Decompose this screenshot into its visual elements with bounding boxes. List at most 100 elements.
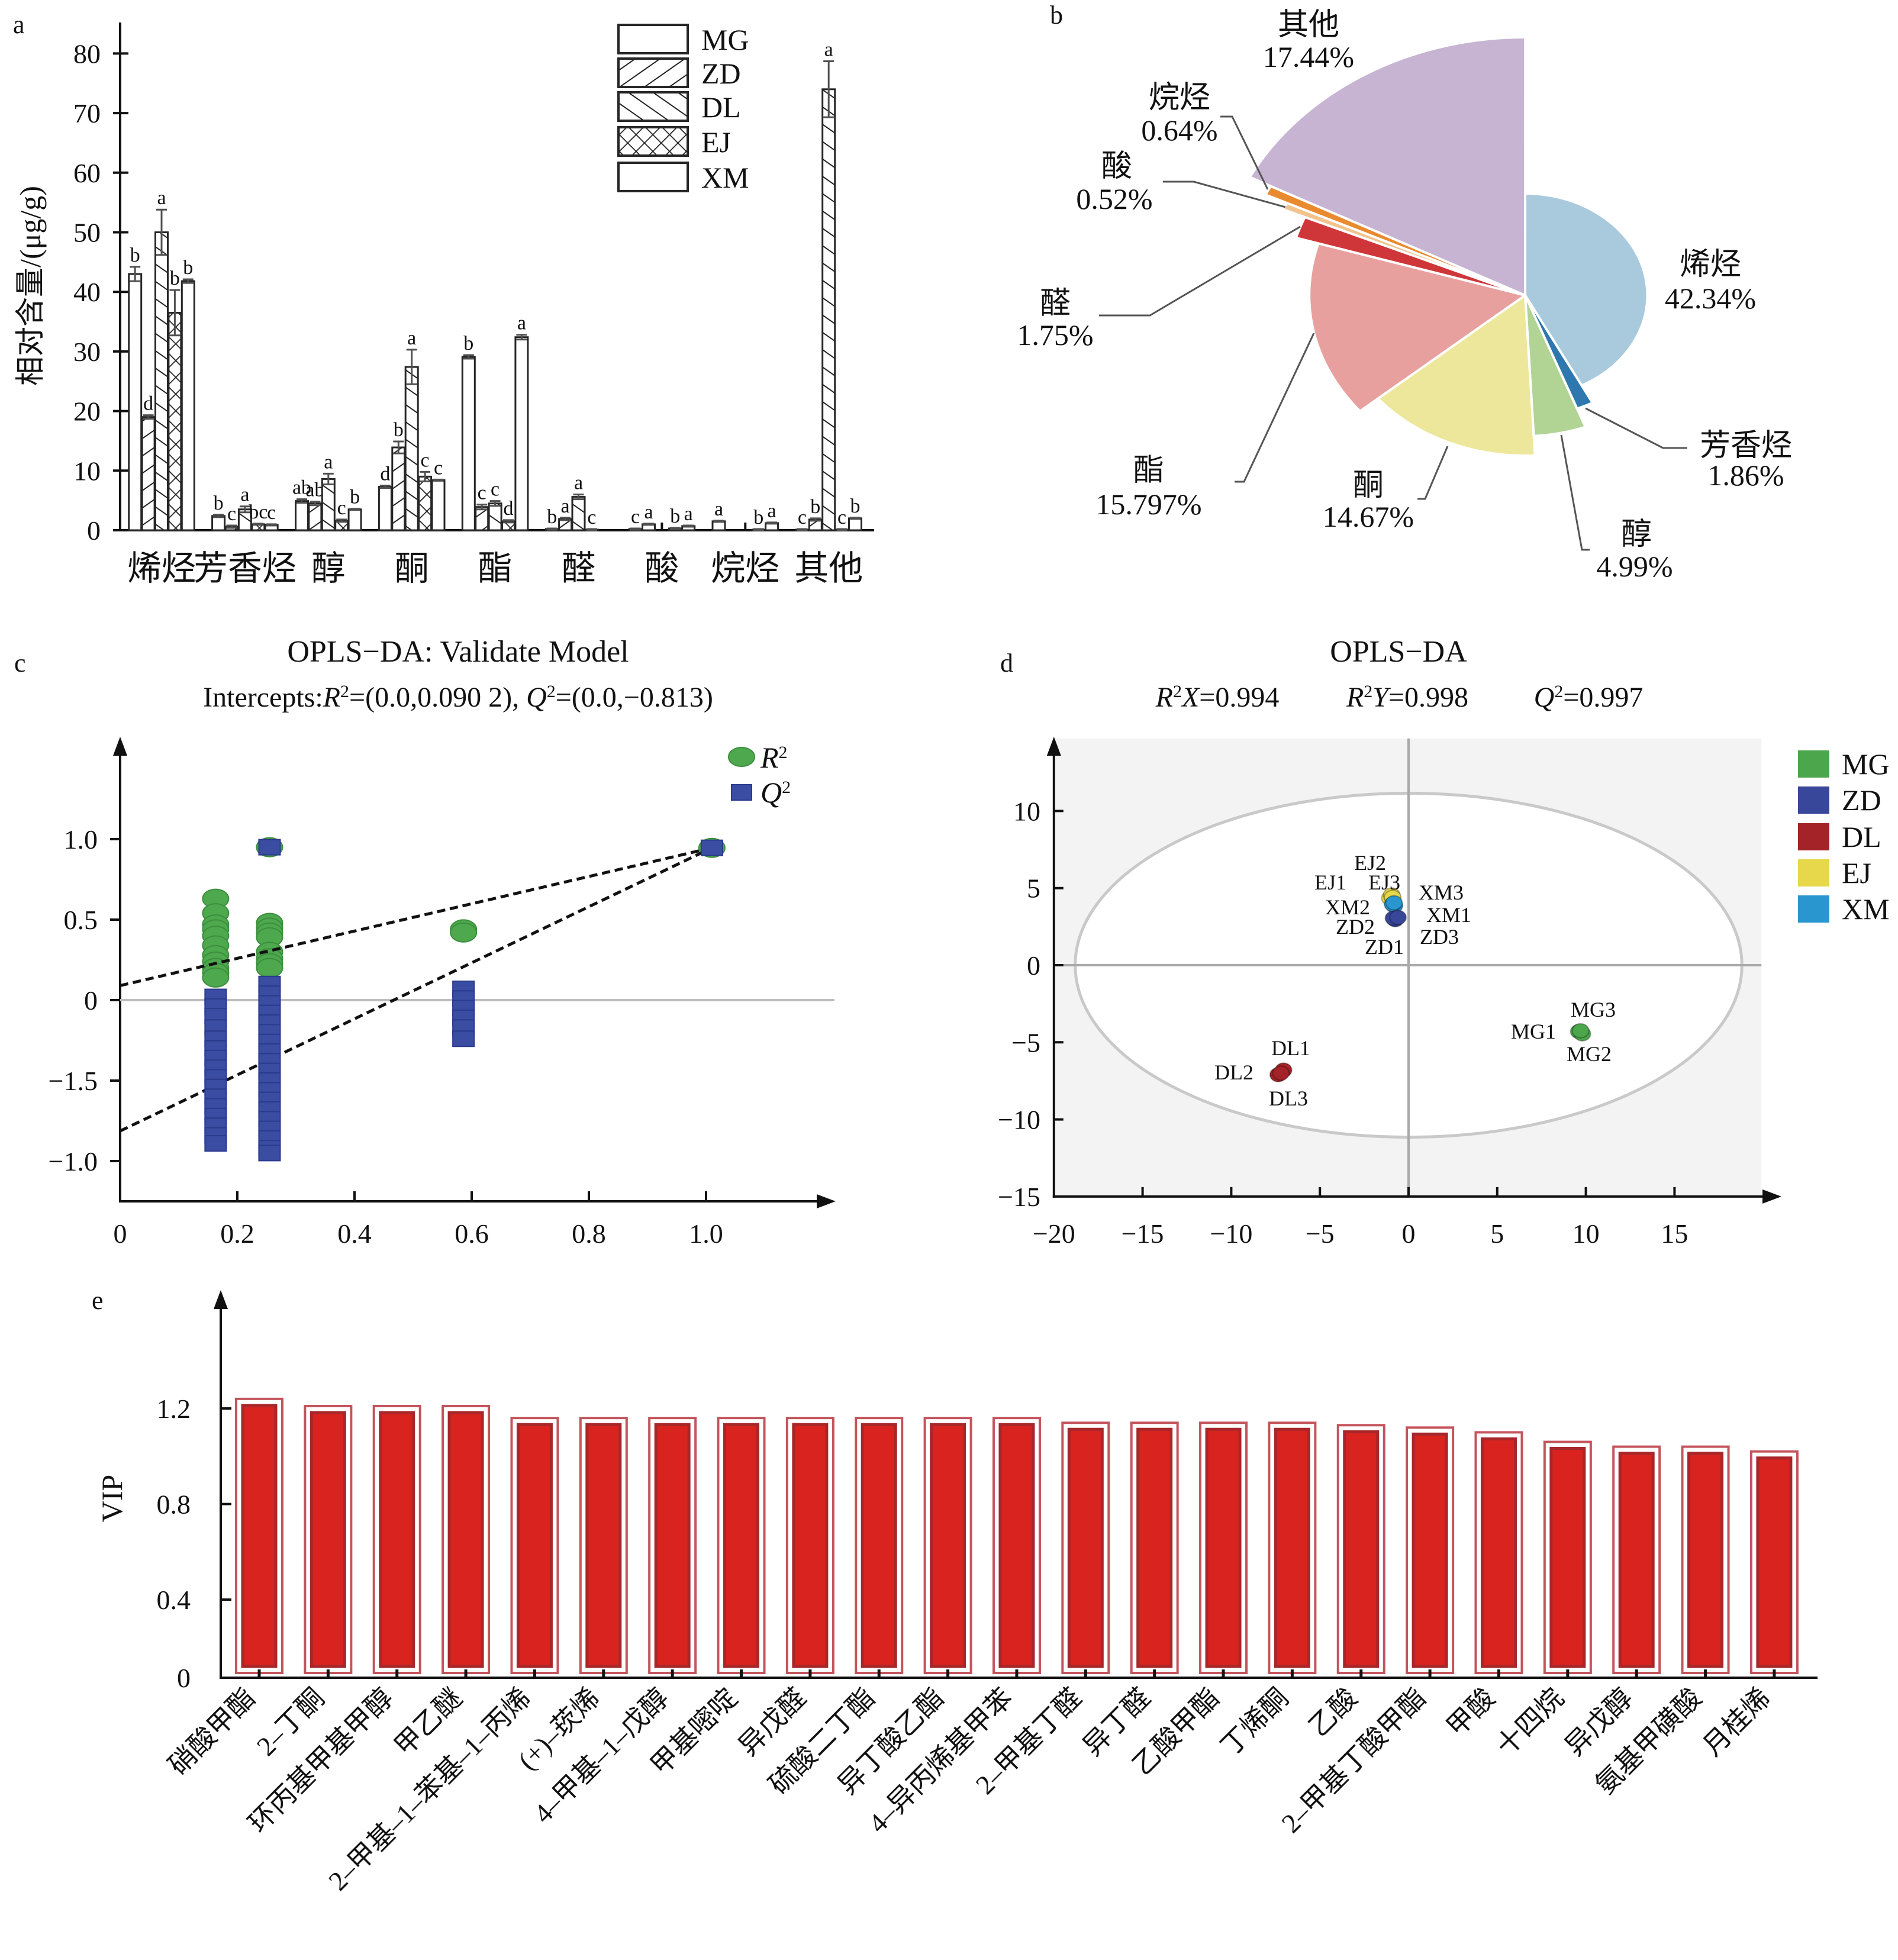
legend-label-r2: R2	[760, 741, 788, 774]
model-statistics: R2X=0.994 R2Y=0.998 Q2=0.997	[1155, 682, 1644, 714]
vip-bar	[1480, 1437, 1517, 1668]
vip-bar	[241, 1404, 278, 1668]
sample-label: DL1	[1271, 1036, 1310, 1060]
sample-label: MG1	[1511, 1020, 1556, 1043]
bar-dl	[571, 496, 586, 531]
category-label: 烯烃	[127, 549, 196, 588]
significance-letter: ab	[292, 477, 311, 499]
x-tick-label: 15	[1661, 1218, 1688, 1249]
y-tick-label: 40	[73, 277, 101, 307]
leader-line	[1163, 180, 1286, 208]
significance-letter: b	[810, 496, 820, 518]
pie-slice	[1377, 294, 1536, 457]
bar-mg	[295, 500, 309, 531]
q2-symbol: Q	[526, 682, 547, 713]
x-axis-arrow-icon	[1762, 1189, 1781, 1204]
leader-line	[1585, 407, 1687, 449]
legend-swatch-mg	[617, 24, 689, 54]
significance-letter: a	[157, 187, 166, 209]
slice-percent: 1.86%	[1707, 459, 1784, 492]
significance-letter: c	[267, 502, 276, 524]
slice-label: 芳香烃	[1700, 429, 1792, 463]
r2-point	[450, 922, 478, 943]
legend-q-superscript: 2	[782, 778, 791, 797]
legend-label-zd: ZD	[1842, 784, 1881, 817]
r2-point	[202, 967, 230, 988]
legend-label-q2: Q2	[761, 776, 791, 809]
leader-line	[1235, 333, 1315, 483]
significance-letter: d	[143, 393, 153, 415]
vip-bar	[723, 1423, 760, 1668]
legend-label-dl: DL	[1842, 820, 1881, 853]
y-tick-label: 0.8	[157, 1490, 191, 1520]
sample-point-xm	[1385, 895, 1403, 911]
x-tick-label: 10	[1572, 1218, 1600, 1249]
significance-letter: b	[214, 492, 224, 514]
y-tick-label: 0.4	[157, 1585, 191, 1615]
q2-point	[258, 1145, 281, 1162]
y-tick-label: 80	[73, 38, 101, 69]
vip-bar	[516, 1423, 553, 1668]
legend-label-mg: MG	[1842, 747, 1890, 781]
stat-symbol: R	[1346, 682, 1364, 713]
legend-marker-q2	[731, 784, 752, 801]
y-tick-label: −1.0	[49, 1146, 98, 1176]
x-tick-label: −5	[1306, 1218, 1335, 1249]
pie-slice	[1248, 36, 1527, 296]
slice-label: 酮	[1353, 469, 1384, 502]
leader-line	[1560, 434, 1590, 551]
bar-ej	[167, 311, 182, 531]
significance-letter: a	[517, 312, 526, 334]
legend-r-superscript: 2	[779, 743, 788, 762]
leader-line	[1417, 446, 1449, 500]
plot-marks: 1.0 0.5 0 −1.5 −1.0 0 0.2 0.4 0.6 0.8 1.0	[49, 824, 834, 1249]
leader-line	[1099, 225, 1301, 317]
plot-marks: 01020304050607080烯烃芳香烃醇酮酯醛酸烷烃 其他bbabdbb c a…	[73, 38, 863, 588]
bar-zd	[308, 502, 323, 531]
vip-bar	[1067, 1427, 1104, 1668]
sample-label: ZD1	[1365, 935, 1404, 959]
slice-percent: 0.64%	[1141, 114, 1217, 147]
panel-e-vip-chart: e VIP 00.40.81.2硝酸甲酯2–丁酮环丙基甲基甲醇甲乙醚2–甲基–1…	[92, 1286, 1818, 1896]
sample-point-mg	[1571, 1023, 1590, 1039]
y-tick-label: 5	[1027, 873, 1040, 904]
r2-superscript: 2	[340, 682, 349, 701]
significance-letter: a	[240, 484, 249, 506]
category-label: 酸	[645, 549, 679, 588]
category-label: 其他	[794, 549, 863, 588]
significance-letter: c	[478, 482, 486, 504]
panel-d-score-plot: d OPLS−DA R2X=0.994 R2Y=0.998 Q2=0.997 −20…	[998, 635, 1890, 1249]
panel-label-e: e	[92, 1286, 104, 1315]
sample-label: ZD3	[1420, 925, 1459, 949]
significance-letter: b	[463, 333, 473, 354]
significance-letter: b	[753, 507, 763, 528]
bar-mg	[211, 515, 226, 531]
chart-title: OPLS−DA	[1330, 635, 1467, 669]
compound-label: 乙酸	[1303, 1682, 1363, 1742]
x-tick-label: −20	[1033, 1218, 1075, 1249]
legend-swatch-zd	[1798, 786, 1829, 814]
legend: R2 Q2	[728, 741, 791, 809]
chart-title: OPLS−DA: Validate Model	[287, 635, 629, 669]
sample-label: EJ1	[1314, 871, 1346, 894]
legend-swatch-xm	[1798, 895, 1829, 923]
significance-letter: a	[324, 451, 333, 473]
legend-swatch-zd	[617, 57, 689, 88]
x-tick-label: −15	[1122, 1218, 1164, 1249]
bar-xm	[514, 336, 529, 531]
x-tick-label: 0.6	[455, 1218, 489, 1249]
q2-intercept-value: =(0.0,−0.813)	[556, 682, 713, 713]
bar-mg	[461, 356, 476, 531]
bar-xm	[347, 508, 362, 531]
vip-bar	[1205, 1427, 1242, 1668]
sample-label: DL2	[1214, 1060, 1253, 1084]
significance-letter: b	[547, 506, 557, 528]
category-label: 芳香烃	[194, 549, 297, 588]
y-tick-label: 0	[87, 515, 101, 546]
significance-letter: a	[768, 500, 776, 522]
sample-label: EJ3	[1368, 871, 1400, 894]
x-tick-label: 0	[1402, 1218, 1416, 1249]
q2-point	[204, 1135, 227, 1152]
